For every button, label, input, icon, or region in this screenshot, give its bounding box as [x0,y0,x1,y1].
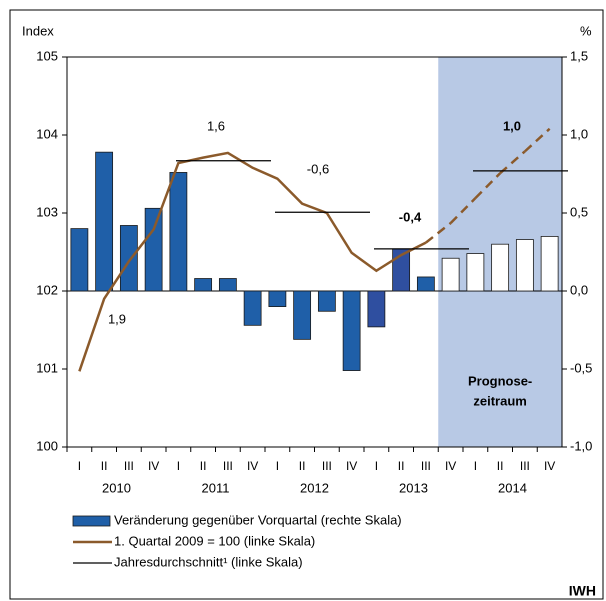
legend-label: Veränderung gegenüber Vorquartal (rechte… [114,512,402,527]
legend-swatch [72,515,111,527]
x-tick-label: I [276,459,279,473]
x-tick-label: III [421,459,431,473]
x-tick-label: I [177,459,180,473]
bar [491,243,510,292]
y2-tick-label: 0,0 [570,282,588,297]
bar [342,290,361,371]
bar [441,257,460,292]
x-tick-label: II [200,459,207,473]
year-label: 2012 [300,480,329,495]
y2-axis-label: % [580,23,592,38]
year-label: 2014 [498,480,527,495]
annual-label: 1,9 [108,311,126,326]
index-line-forecast [499,150,526,175]
y2-tick-label: -1,0 [570,438,592,453]
bar [268,290,287,308]
y-tick-label: 104 [36,126,58,141]
x-tick-label: IV [346,459,357,473]
x-tick-label: I [474,459,477,473]
y-tick-label: 105 [36,48,58,63]
x-tick-label: IV [445,459,456,473]
forecast-label: zeitraum [473,393,526,408]
x-tick-label: III [223,459,233,473]
year-label: 2010 [102,480,131,495]
x-tick-label: IV [247,459,258,473]
x-tick-label: III [322,459,332,473]
index-line-forecast [449,197,477,225]
y2-tick-label: 1,5 [570,48,588,63]
bar [169,172,188,292]
x-tick-label: II [101,459,108,473]
bar [515,239,534,292]
x-tick-label: IV [148,459,159,473]
annual-label: 1,0 [503,118,521,133]
bar [218,278,237,292]
x-tick-label: II [299,459,306,473]
y2-tick-label: 1,0 [570,126,588,141]
index-line [78,151,427,372]
y-tick-label: 100 [36,438,58,453]
y-axis-label: Index [22,23,54,38]
x-tick-label: I [78,459,81,473]
annual-label: 1,6 [207,118,225,133]
x-tick-label: II [497,459,504,473]
bar [466,253,485,292]
bar [194,278,213,292]
bar [416,276,435,292]
bar [317,290,336,312]
x-tick-label: III [520,459,530,473]
x-tick-label: III [124,459,134,473]
bar [144,207,163,292]
year-label: 2011 [202,480,230,495]
annual-label: -0,6 [307,161,329,176]
year-label: 2013 [399,480,428,495]
bar [70,228,89,292]
legend-label: Jahresdurchschnitt¹ (linke Skala) [114,554,303,569]
frame [9,9,604,600]
x-tick-label: IV [544,459,555,473]
legend-label: 1. Quartal 2009 = 100 (linke Skala) [114,533,315,548]
bar [119,225,138,292]
y2-tick-label: 0,5 [570,204,588,219]
bar [243,290,262,326]
y-tick-label: 101 [36,360,58,375]
bar [293,290,312,340]
y-tick-label: 103 [36,204,58,219]
index-line-forecast [524,127,551,153]
x-tick-label: I [375,459,378,473]
bar [95,151,114,292]
index-line-forecast [474,172,502,200]
bar [540,235,559,292]
x-tick-label: II [398,459,405,473]
annual-label: -0,4 [399,209,422,224]
y-tick-label: 102 [36,282,58,297]
bar [367,290,386,328]
source: IWH [569,583,596,599]
index-line-forecast [425,222,452,244]
forecast-label: Prognose- [468,373,532,388]
y2-tick-label: -0,5 [570,360,592,375]
